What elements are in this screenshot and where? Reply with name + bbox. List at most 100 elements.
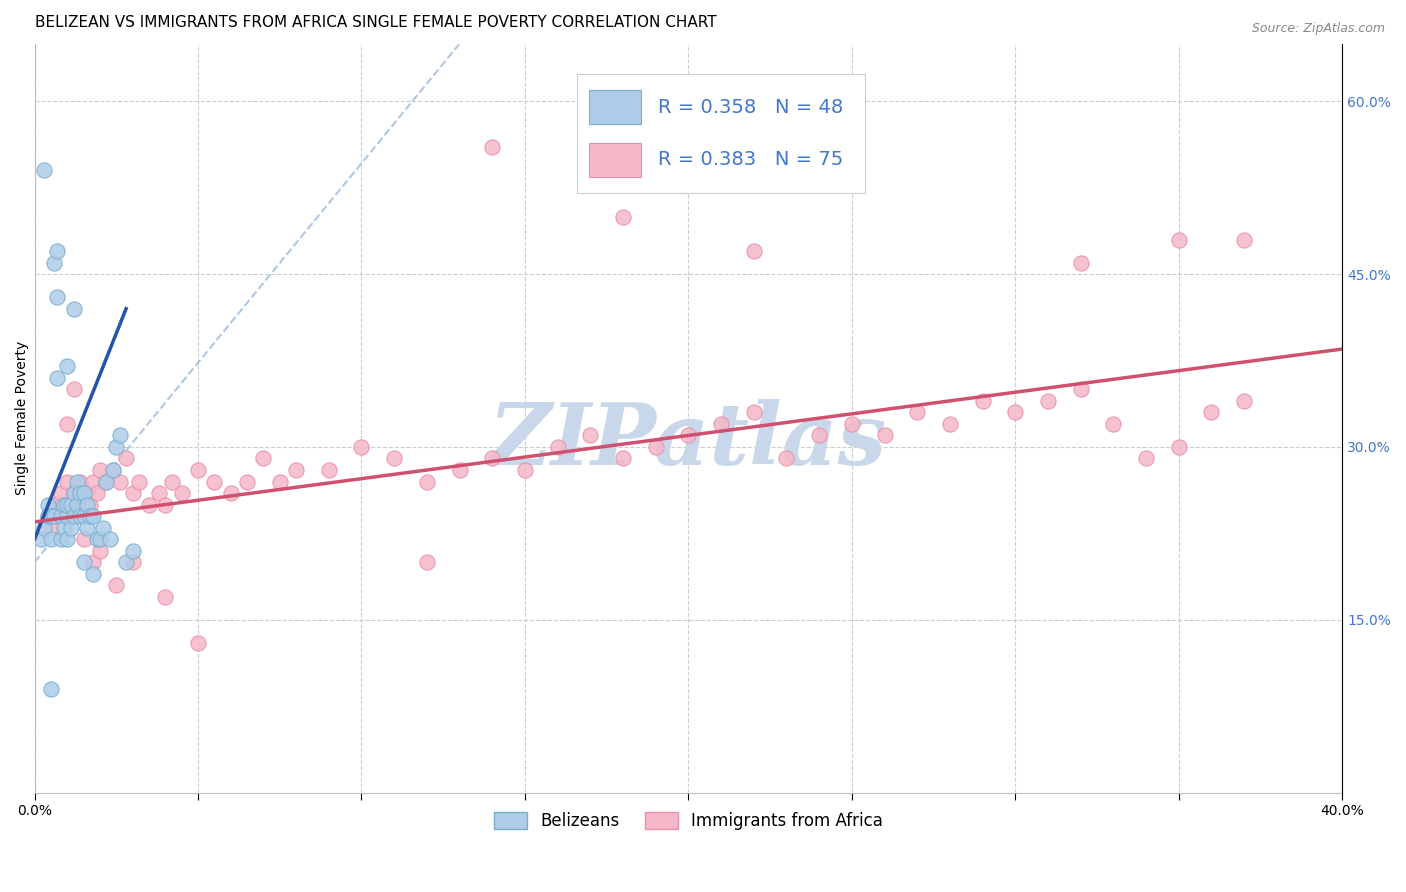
Y-axis label: Single Female Poverty: Single Female Poverty: [15, 341, 30, 495]
Point: [101, 463, 124, 477]
Point: [775, 451, 797, 466]
Point: [1102, 417, 1125, 431]
Point: [128, 475, 150, 489]
Point: [101, 463, 124, 477]
Point: [39, 509, 62, 524]
Point: [841, 417, 863, 431]
Point: [382, 451, 405, 466]
Point: [39, 681, 62, 696]
Point: [49, 532, 72, 546]
Point: [105, 440, 128, 454]
Point: [742, 405, 765, 419]
Point: [62, 486, 84, 500]
Point: [350, 440, 373, 454]
Point: [39, 532, 62, 546]
Point: [82, 475, 104, 489]
Point: [96, 475, 118, 489]
Point: [160, 475, 183, 489]
Point: [1070, 255, 1092, 269]
Point: [37, 509, 59, 524]
Point: [59, 498, 82, 512]
Point: [46, 509, 69, 524]
Point: [873, 428, 896, 442]
Point: [236, 475, 259, 489]
Point: [187, 463, 209, 477]
Point: [1233, 233, 1256, 247]
Point: [1036, 393, 1059, 408]
Point: [37, 509, 59, 524]
Point: [96, 475, 118, 489]
Point: [44, 498, 66, 512]
Point: [46, 290, 69, 304]
Point: [46, 244, 69, 258]
Point: [56, 498, 79, 512]
Point: [513, 463, 536, 477]
Point: [62, 301, 84, 316]
Point: [170, 486, 193, 500]
Point: [69, 475, 91, 489]
Point: [644, 440, 666, 454]
Point: [108, 428, 131, 442]
Point: [108, 475, 131, 489]
Point: [481, 140, 503, 154]
Point: [89, 532, 111, 546]
Point: [808, 428, 831, 442]
Point: [89, 543, 111, 558]
Point: [76, 486, 98, 500]
Point: [72, 509, 94, 524]
Point: [39, 521, 62, 535]
Point: [710, 417, 733, 431]
Point: [219, 486, 242, 500]
Point: [1070, 382, 1092, 396]
Point: [155, 590, 177, 604]
Point: [121, 486, 143, 500]
Point: [82, 566, 104, 581]
Point: [56, 359, 79, 374]
Point: [89, 463, 111, 477]
Point: [30, 532, 52, 546]
Point: [82, 509, 104, 524]
Point: [72, 555, 94, 569]
Point: [66, 498, 89, 512]
Point: [742, 244, 765, 258]
Point: [416, 555, 439, 569]
Point: [579, 428, 602, 442]
Point: [56, 475, 79, 489]
Point: [612, 451, 634, 466]
Point: [269, 475, 291, 489]
Point: [37, 498, 59, 512]
Point: [547, 440, 569, 454]
Point: [49, 486, 72, 500]
Point: [105, 578, 128, 592]
Point: [939, 417, 962, 431]
Point: [98, 532, 121, 546]
Point: [1135, 451, 1157, 466]
Text: BELIZEAN VS IMMIGRANTS FROM AFRICA SINGLE FEMALE POVERTY CORRELATION CHART: BELIZEAN VS IMMIGRANTS FROM AFRICA SINGL…: [35, 15, 716, 30]
Point: [49, 509, 72, 524]
Point: [76, 498, 98, 512]
Point: [121, 555, 143, 569]
Point: [53, 521, 76, 535]
Point: [115, 451, 138, 466]
Point: [72, 532, 94, 546]
Point: [416, 475, 439, 489]
Point: [79, 509, 101, 524]
Point: [972, 393, 994, 408]
Point: [202, 475, 225, 489]
Point: [612, 210, 634, 224]
Point: [66, 498, 89, 512]
Point: [1233, 393, 1256, 408]
Point: [449, 463, 471, 477]
Point: [115, 555, 138, 569]
Point: [72, 486, 94, 500]
Point: [481, 451, 503, 466]
Point: [53, 498, 76, 512]
Point: [59, 521, 82, 535]
Point: [69, 509, 91, 524]
Point: [46, 371, 69, 385]
Point: [66, 475, 89, 489]
Point: [678, 428, 700, 442]
Point: [905, 405, 928, 419]
Point: [318, 463, 340, 477]
Point: [34, 521, 56, 535]
